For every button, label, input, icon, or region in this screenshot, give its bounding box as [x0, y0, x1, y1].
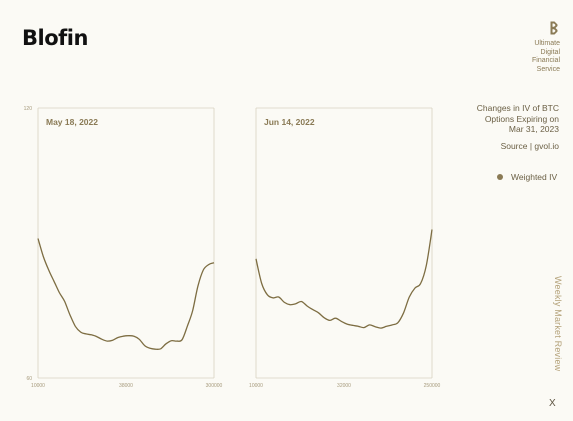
close-button[interactable]: X — [549, 398, 556, 409]
side-label: Weekly Market Review — [553, 276, 563, 372]
x-tick-label: 250000 — [424, 383, 441, 389]
y-tick-label: 120 — [24, 106, 33, 112]
x-tick-label: 10000 — [31, 383, 45, 389]
legend-label: Weighted IV — [511, 172, 558, 182]
brand-logo: Blofin — [22, 26, 88, 50]
x-tick-label: 38000 — [119, 383, 133, 389]
panel-title: May 18, 2022 — [46, 117, 98, 127]
x-tick-label: 32000 — [337, 383, 351, 389]
chart-title: Changes in IV of BTC Options Expiring on… — [476, 103, 559, 134]
brand-tagline: Ultimate Digital Financial Service — [531, 40, 560, 73]
series-line-weighted-iv — [37, 238, 215, 350]
x-tick-label: 300000 — [206, 383, 223, 389]
panel-title: Jun 14, 2022 — [264, 117, 315, 127]
brand-mark-icon — [550, 21, 558, 35]
chart-legend: Weighted IV — [497, 172, 557, 182]
x-tick-label: 10000 — [249, 383, 263, 389]
legend-dot-icon — [497, 174, 503, 180]
y-tick-label: 60 — [26, 376, 32, 382]
series-line-weighted-iv — [255, 229, 433, 329]
chart-source: Source | gvol.io — [500, 141, 559, 151]
